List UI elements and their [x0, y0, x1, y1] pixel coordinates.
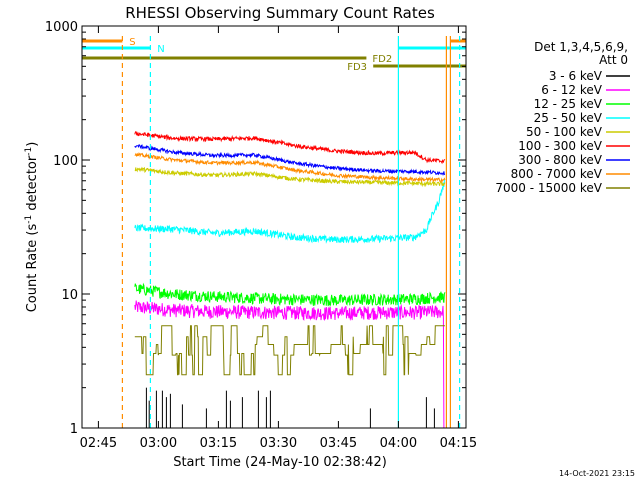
y-tick-label: 1000	[45, 20, 78, 35]
y-tick-label: 10	[61, 288, 78, 303]
legend-label-12-25-kev: 12 - 25 keV	[534, 97, 603, 111]
plot-frame	[81, 25, 467, 429]
series-7000-15000-kev	[134, 325, 445, 376]
y-tick-label: 100	[53, 154, 78, 169]
legend-label-25-50-kev: 25 - 50 keV	[534, 111, 603, 125]
y-tick-label: 1	[70, 422, 78, 437]
legend-header-2: Att 0	[599, 53, 628, 67]
x-tick-label: 03:00	[140, 436, 177, 451]
y-label-sup1: -1	[24, 215, 34, 224]
y-label-end: )	[25, 142, 40, 147]
legend-label-100-300-kev: 100 - 300 keV	[518, 139, 602, 153]
legend-header-1: Det 1,3,4,5,6,9,	[534, 40, 628, 54]
chart-title: RHESSI Observing Summary Count Rates	[125, 4, 435, 22]
x-tick-label: 02:45	[80, 436, 117, 451]
legend-label-800-7000-kev: 800 - 7000 keV	[511, 167, 603, 181]
legend-label-50-100-kev: 50 - 100 keV	[526, 125, 603, 139]
legend-label-3-6-kev: 3 - 6 keV	[549, 69, 603, 83]
series-300-800-kev	[134, 144, 446, 176]
flag-label-fd2: FD2	[372, 54, 392, 65]
legend-label-6-12-kev: 6 - 12 keV	[541, 83, 603, 97]
y-axis-label: Count Rate (s-1 detector-1)	[24, 142, 40, 313]
series-12-25-kev	[134, 282, 446, 308]
legend-label-300-800-kev: 300 - 800 keV	[518, 153, 602, 167]
y-label-sup2: -1	[24, 147, 34, 156]
annotation-layer: S N FD2 FD3	[82, 36, 466, 428]
flag-label-s: S	[129, 37, 135, 48]
x-tick-label: 03:15	[200, 436, 237, 451]
x-tick-label: 04:00	[380, 436, 417, 451]
footer-timestamp: 14-Oct-2021 23:15	[559, 469, 635, 478]
series-25-50-kev	[134, 178, 446, 244]
series-layer	[134, 131, 446, 429]
flag-label-n: N	[157, 44, 164, 55]
series-100-300-kev	[134, 131, 446, 165]
x-tick-label: 03:30	[260, 436, 297, 451]
x-tick-label: 03:45	[320, 436, 357, 451]
y-label-main: Count Rate (s	[25, 224, 40, 313]
series-3-6-kev	[145, 387, 435, 428]
x-axis-label: Start Time (24-May-10 02:38:42)	[173, 455, 387, 470]
y-label-mid: detector	[25, 155, 40, 215]
axis-layer: 02:45 03:00 03:15 03:30 03:45 04:00 04:15 1 10 10…	[45, 20, 477, 451]
series-50-100-kev	[134, 166, 446, 188]
flag-label-fd3: FD3	[347, 62, 367, 73]
series-6-12-kev	[134, 300, 445, 429]
legend-label-7000-15000-kev: 7000 - 15000 keV	[495, 181, 602, 195]
x-tick-label: 04:15	[440, 436, 477, 451]
series-800-7000-kev	[134, 152, 446, 184]
